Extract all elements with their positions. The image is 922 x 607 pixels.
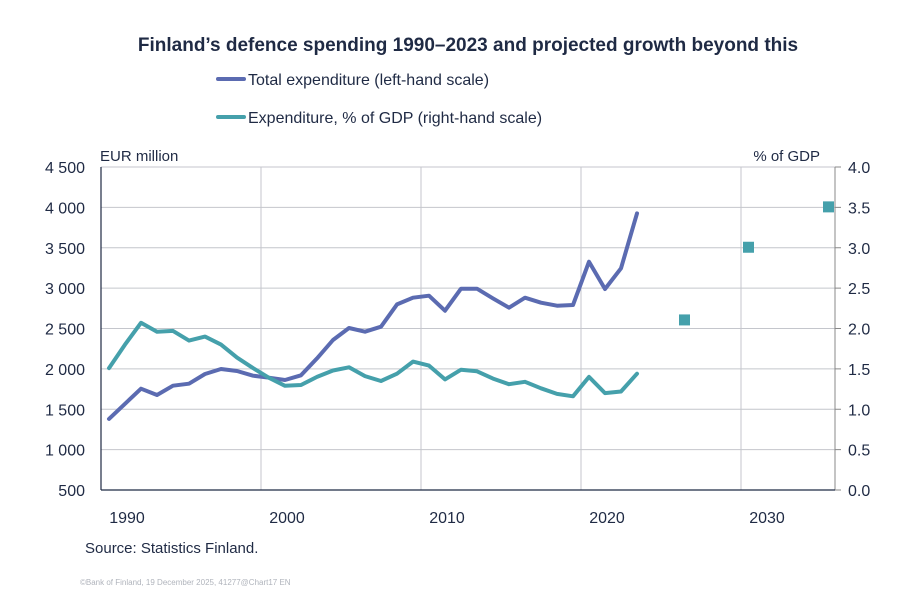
tick-labels: 500 1 000 1 500 2 000 2 500 3 000 3 500 4 000 4 … (45, 160, 870, 527)
chart-title: Finland’s defence spending 1990–2023 and… (138, 35, 798, 56)
total-expenditure-line (107, 211, 639, 421)
right-tick-label: 3.0 (848, 241, 870, 258)
x-tick-label: 2020 (589, 510, 625, 527)
footer-credit: ©Bank of Finland, 19 December 2025, 4127… (80, 578, 291, 587)
projection-marker (679, 314, 690, 326)
right-tick-label: 0.5 (848, 443, 870, 460)
source-note: Source: Statistics Finland. (85, 540, 258, 557)
x-tick-label: 1990 (109, 510, 145, 527)
right-tick-label: 1.0 (848, 402, 870, 419)
projection-marker (743, 241, 754, 253)
x-tick-label: 2000 (269, 510, 305, 527)
left-tick-label: 3 500 (45, 241, 85, 258)
right-tick-label: 2.5 (848, 281, 870, 298)
right-tick-label: 4.0 (848, 160, 870, 177)
gdp-share-line (107, 320, 639, 399)
legend-label-total: Total expenditure (left-hand scale) (248, 72, 489, 89)
left-tick-label: 2 500 (45, 322, 85, 339)
left-tick-label: 1 000 (45, 443, 85, 460)
legend: Total expenditure (left-hand scale) Expe… (216, 72, 542, 127)
left-tick-label: 4 500 (45, 160, 85, 177)
left-tick-label: 500 (58, 483, 85, 500)
series (107, 201, 834, 421)
right-tick-label: 0.0 (848, 483, 870, 500)
axes (100, 166, 841, 491)
legend-label-gdp: Expenditure, % of GDP (right-hand scale) (248, 110, 542, 127)
x-tick-label: 2030 (749, 510, 785, 527)
right-tick-label: 1.5 (848, 362, 870, 379)
x-tick-label: 2010 (429, 510, 465, 527)
right-tick-label: 3.5 (848, 200, 870, 217)
gridlines (101, 166, 835, 490)
left-axis-label: EUR million (100, 148, 178, 165)
projection-marker (823, 201, 834, 213)
left-tick-label: 2 000 (45, 362, 85, 379)
left-tick-label: 3 000 (45, 281, 85, 298)
right-tick-label: 2.0 (848, 322, 870, 339)
left-tick-label: 4 000 (45, 200, 85, 217)
left-tick-label: 1 500 (45, 402, 85, 419)
right-axis-label: % of GDP (753, 148, 820, 165)
